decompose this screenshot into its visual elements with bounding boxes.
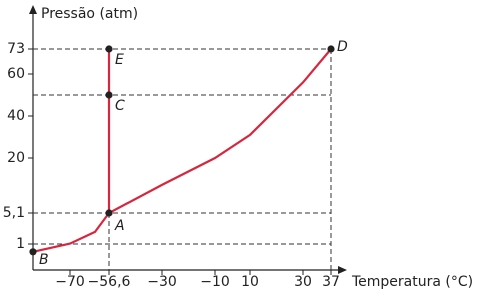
x-tick-label: −56,6 xyxy=(88,274,131,290)
axes xyxy=(29,5,347,274)
point xyxy=(105,209,113,217)
point-label: B xyxy=(39,252,49,268)
point xyxy=(327,45,335,53)
x-tick-label: −10 xyxy=(200,274,230,290)
phase-curve xyxy=(108,48,332,214)
x-tick-label: −70 xyxy=(55,274,85,290)
point-label: A xyxy=(114,218,125,234)
point-label: C xyxy=(115,98,125,114)
y-axis-title: Pressão (atm) xyxy=(41,6,138,22)
x-axis-arrow xyxy=(338,266,347,274)
y-tick-label: 40 xyxy=(7,108,25,124)
y-tick-label: 5,1 xyxy=(3,205,25,221)
y-tick-label: 73 xyxy=(7,41,25,57)
y-axis-arrow xyxy=(29,5,37,14)
x-tick-label: 37 xyxy=(322,274,340,290)
point xyxy=(105,91,113,99)
point xyxy=(105,45,113,53)
point-label: D xyxy=(337,39,348,55)
x-tick-label: 10 xyxy=(241,274,259,290)
y-tick-label: 1 xyxy=(16,236,25,252)
phase-curve xyxy=(32,212,110,253)
x-tick-label: −30 xyxy=(147,274,177,290)
y-tick-label: 20 xyxy=(7,150,25,166)
point-label: E xyxy=(115,52,124,68)
point xyxy=(29,248,37,256)
x-tick-label: 30 xyxy=(294,274,312,290)
x-axis-title: Temperatura (°C) xyxy=(351,274,473,290)
y-tick-label: 60 xyxy=(7,66,25,82)
